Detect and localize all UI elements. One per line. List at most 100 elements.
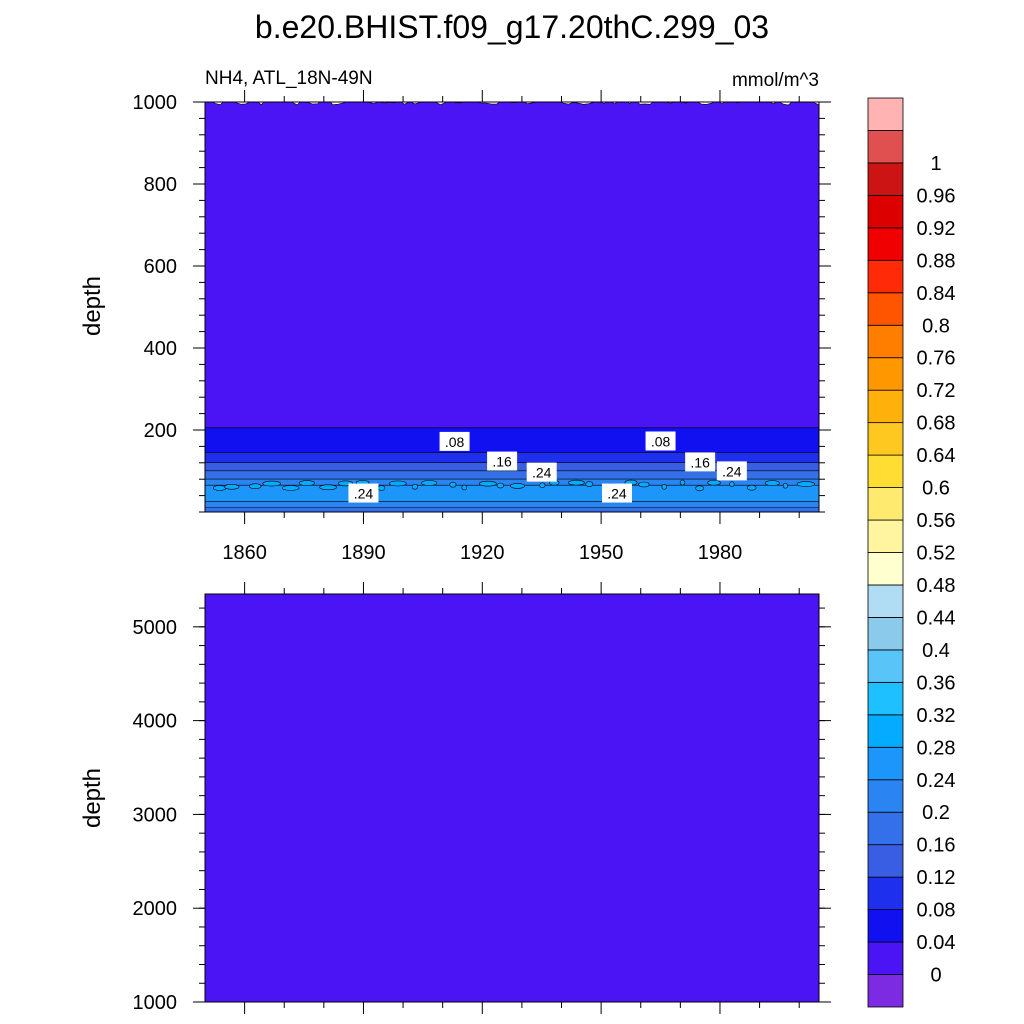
lower-depth-panel: 1000 2000 3000 4000 5000 [133,582,831,1014]
colorbar-label: 0.64 [917,445,956,467]
colorbar-label: 0.8 [922,315,950,337]
colorbar-label: 0.4 [922,640,950,662]
chart-title: b.e20.BHIST.f09_g17.20thC.299_03 [255,9,769,45]
plot-frame [204,101,820,513]
colorbar-swatch [867,519,904,553]
colorbar-swatch [867,617,904,651]
contour-island [249,483,262,490]
colorbar-label: 0.12 [917,867,956,889]
x-tick-label: 1920 [460,542,505,564]
contour-island [638,481,650,488]
contour-island [461,484,468,491]
colorbar-label: 0 [930,965,941,987]
contour-island [262,480,281,487]
colorbar-swatch [867,259,904,294]
contour-island [421,480,438,486]
svg-text:.16: .16 [492,454,512,470]
colorbar: 0 0.04 0.08 0.12 0.16 0.2 0.24 0.28 0.32 0.36 0.4 0… [867,97,956,1008]
y-tick-label: 1000 [133,992,178,1014]
colorbar-label: 0.52 [917,543,956,565]
colorbar-swatch [867,292,904,326]
colorbar-swatch [867,811,904,846]
y-tick-label: 4000 [133,711,178,733]
colorbar-label: 0.68 [917,413,956,435]
contour-island [478,480,497,487]
contour-island [212,485,227,491]
y-tick-label: 3000 [133,804,178,826]
contour-island [510,483,525,489]
colorbar-swatch [867,357,904,391]
svg-text:.08: .08 [651,433,671,449]
y-tick-label: 400 [144,338,177,360]
contour-island [539,482,546,489]
colorbar-swatch [867,941,904,975]
svg-text:.24: .24 [607,486,627,502]
x-tick-label: 1860 [222,542,267,564]
colorbar-label: 0.24 [917,770,956,792]
y-tick-label: 800 [144,174,177,196]
colorbar-swatch [867,779,904,813]
colorbar-swatch [867,422,904,456]
colorbar-label: 0.44 [917,607,956,629]
colorbar-label: 0.16 [917,835,956,857]
plot-frame [204,593,820,1003]
colorbar-label: 0.56 [917,510,956,532]
colorbar-swatch [867,876,904,911]
contour-island [746,484,757,491]
y-tick-label: 2000 [133,898,178,920]
x-tick-label: 1980 [698,542,743,564]
colorbar-swatch [867,974,904,1008]
contour-label: .24 [601,483,632,503]
svg-text:.24: .24 [354,486,374,502]
colorbar-swatch [867,97,904,131]
colorbar-swatch [867,714,904,748]
colorbar-swatch [867,746,904,781]
contour-label: .16 [487,451,518,471]
contour-label: .24 [348,483,379,503]
colorbar-swatch [867,844,904,878]
contour-label: .24 [526,462,557,482]
contour-island [661,483,667,490]
colorbar-label: 0.84 [917,283,956,305]
units-label: mmol/m^3 [732,70,819,91]
colorbar-label: 0.76 [917,348,956,370]
y-tick-label: 200 [144,420,177,442]
contour-island [449,481,457,488]
svg-text:.08: .08 [445,434,465,450]
contour-island [298,480,316,486]
contour-island [796,481,816,487]
contour-island [729,481,735,488]
upper-depth-panel: .24 .24 .24 .24 .16 .16 .08 .08 200 400 600 800 1000… [133,90,831,564]
y-tick-label: 5000 [133,617,178,639]
upper-y-axis-label: depth [79,276,106,336]
contour-label: .08 [439,431,470,451]
colorbar-label: 0.96 [917,185,956,207]
colorbar-label: 0.28 [917,737,956,759]
colorbar-label: 0.92 [917,218,956,240]
contour-island [411,483,419,490]
colorbar-swatch [867,454,904,488]
colorbar-label: 0.08 [917,900,956,922]
colorbar-swatch [867,324,904,359]
colorbar-label: 0.36 [917,672,956,694]
contour-island [224,483,240,490]
colorbar-label: 0.72 [917,380,956,402]
x-tick-label: 1890 [341,542,386,564]
colorbar-swatch [867,649,904,683]
contour-island [377,485,386,491]
contour-label: .24 [716,461,747,481]
variable-region-label: NH4, ATL_18N-49N [205,68,373,89]
colorbar-label: 0.04 [917,932,956,954]
contour-island [496,482,505,489]
colorbar-swatch [867,681,904,716]
colorbar-label: 0.88 [917,250,956,272]
colorbar-label: 0.48 [917,575,956,597]
x-tick-label: 1950 [579,542,624,564]
y-tick-label: 600 [144,256,177,278]
contour-island [679,479,686,486]
colorbar-swatch [867,552,904,586]
colorbar-swatch [867,584,904,618]
svg-text:.16: .16 [690,454,710,470]
contour-island [282,485,300,491]
